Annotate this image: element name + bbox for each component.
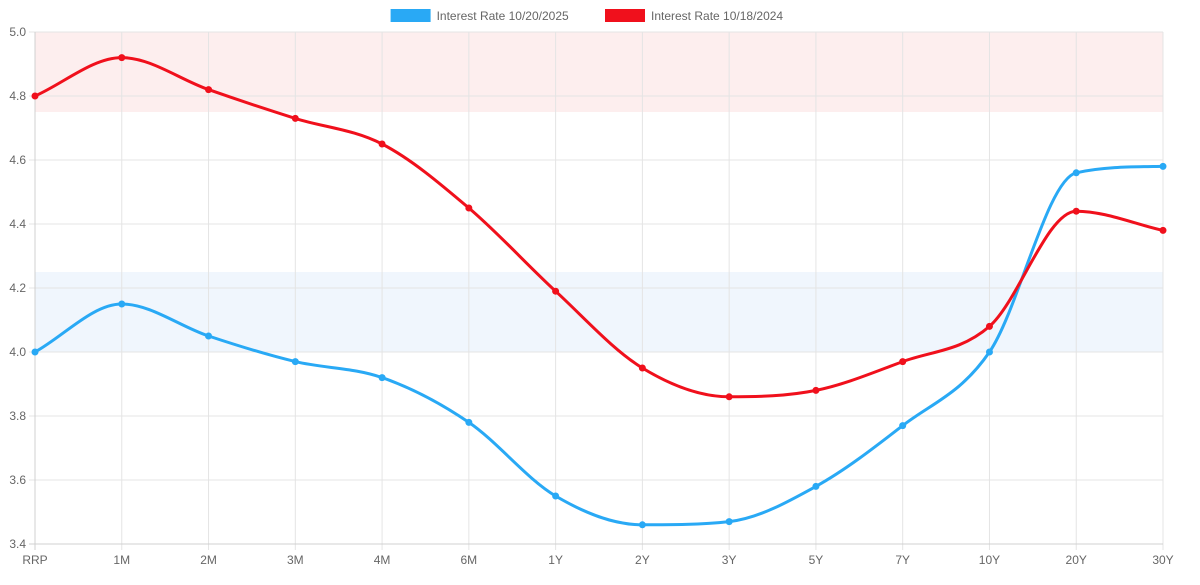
data-point[interactable]	[899, 358, 907, 366]
data-point[interactable]	[1159, 226, 1167, 234]
data-point[interactable]	[552, 492, 560, 500]
data-point[interactable]	[1072, 207, 1080, 215]
legend-label: Interest Rate 10/20/2025	[437, 9, 569, 23]
data-point[interactable]	[638, 364, 646, 372]
legend-label: Interest Rate 10/18/2024	[651, 9, 783, 23]
x-tick-label: 1Y	[548, 553, 563, 567]
x-tick-label: 10Y	[979, 553, 1000, 567]
data-point[interactable]	[1072, 169, 1080, 177]
data-point[interactable]	[31, 92, 39, 100]
data-point[interactable]	[812, 386, 820, 394]
data-point[interactable]	[378, 374, 386, 382]
x-tick-label: 4M	[374, 553, 391, 567]
y-tick-label: 4.4	[9, 217, 26, 231]
legend-swatch	[605, 9, 645, 22]
x-tick-label: 20Y	[1066, 553, 1087, 567]
data-point[interactable]	[812, 482, 820, 490]
y-tick-label: 3.4	[9, 537, 26, 551]
data-point[interactable]	[725, 518, 733, 526]
data-point[interactable]	[1159, 162, 1167, 170]
x-tick-label: 3M	[287, 553, 304, 567]
series-0	[31, 162, 1167, 529]
y-tick-label: 4.8	[9, 89, 26, 103]
legend-item[interactable]: Interest Rate 10/20/2025	[390, 9, 569, 23]
data-point[interactable]	[118, 300, 126, 308]
x-tick-label: 2M	[200, 553, 217, 567]
x-tick-label: 1M	[113, 553, 130, 567]
x-tick-label: 5Y	[809, 553, 824, 567]
legend[interactable]: Interest Rate 10/20/2025 Interest Rate 10…	[390, 9, 784, 23]
y-tick-label: 4.2	[9, 281, 26, 295]
data-point[interactable]	[465, 204, 473, 212]
x-tick-label: 2Y	[635, 553, 650, 567]
data-point[interactable]	[205, 86, 213, 94]
grid-layer	[29, 31, 1164, 550]
data-point[interactable]	[552, 287, 560, 295]
data-point[interactable]	[465, 418, 473, 426]
data-point[interactable]	[31, 348, 39, 356]
y-tick-label: 3.8	[9, 409, 26, 423]
series-1	[31, 54, 1167, 401]
x-tick-label: 30Y	[1152, 553, 1173, 567]
legend-swatch	[390, 9, 431, 22]
range-band-0	[35, 32, 1163, 112]
data-point[interactable]	[638, 521, 646, 529]
data-point[interactable]	[378, 140, 386, 148]
data-point[interactable]	[725, 393, 733, 401]
x-tick-label: 7Y	[895, 553, 910, 567]
y-tick-label: 3.6	[9, 473, 26, 487]
axis-layer: 3.4 3.6 3.8 4.0 4.2 4.4 4.6 4.8 5.0 RRP 1M 2M 3M 4M 6M…	[9, 25, 1173, 567]
data-point[interactable]	[291, 358, 299, 366]
data-point[interactable]	[985, 322, 993, 330]
y-tick-label: 4.6	[9, 153, 26, 167]
x-tick-label: 6M	[461, 553, 478, 567]
bands-layer	[35, 32, 1163, 352]
data-point[interactable]	[985, 348, 993, 356]
series-layer	[31, 54, 1167, 529]
range-band-1	[35, 272, 1163, 352]
y-tick-label: 4.0	[9, 345, 26, 359]
data-point[interactable]	[899, 422, 907, 430]
data-point[interactable]	[205, 332, 213, 340]
data-point[interactable]	[291, 114, 299, 122]
x-tick-label: RRP	[22, 553, 47, 567]
y-tick-label: 5.0	[9, 25, 26, 39]
series-line-0	[33, 164, 1165, 527]
data-point[interactable]	[118, 54, 126, 62]
x-tick-label: 3Y	[722, 553, 737, 567]
legend-item[interactable]: Interest Rate 10/18/2024	[605, 9, 783, 23]
